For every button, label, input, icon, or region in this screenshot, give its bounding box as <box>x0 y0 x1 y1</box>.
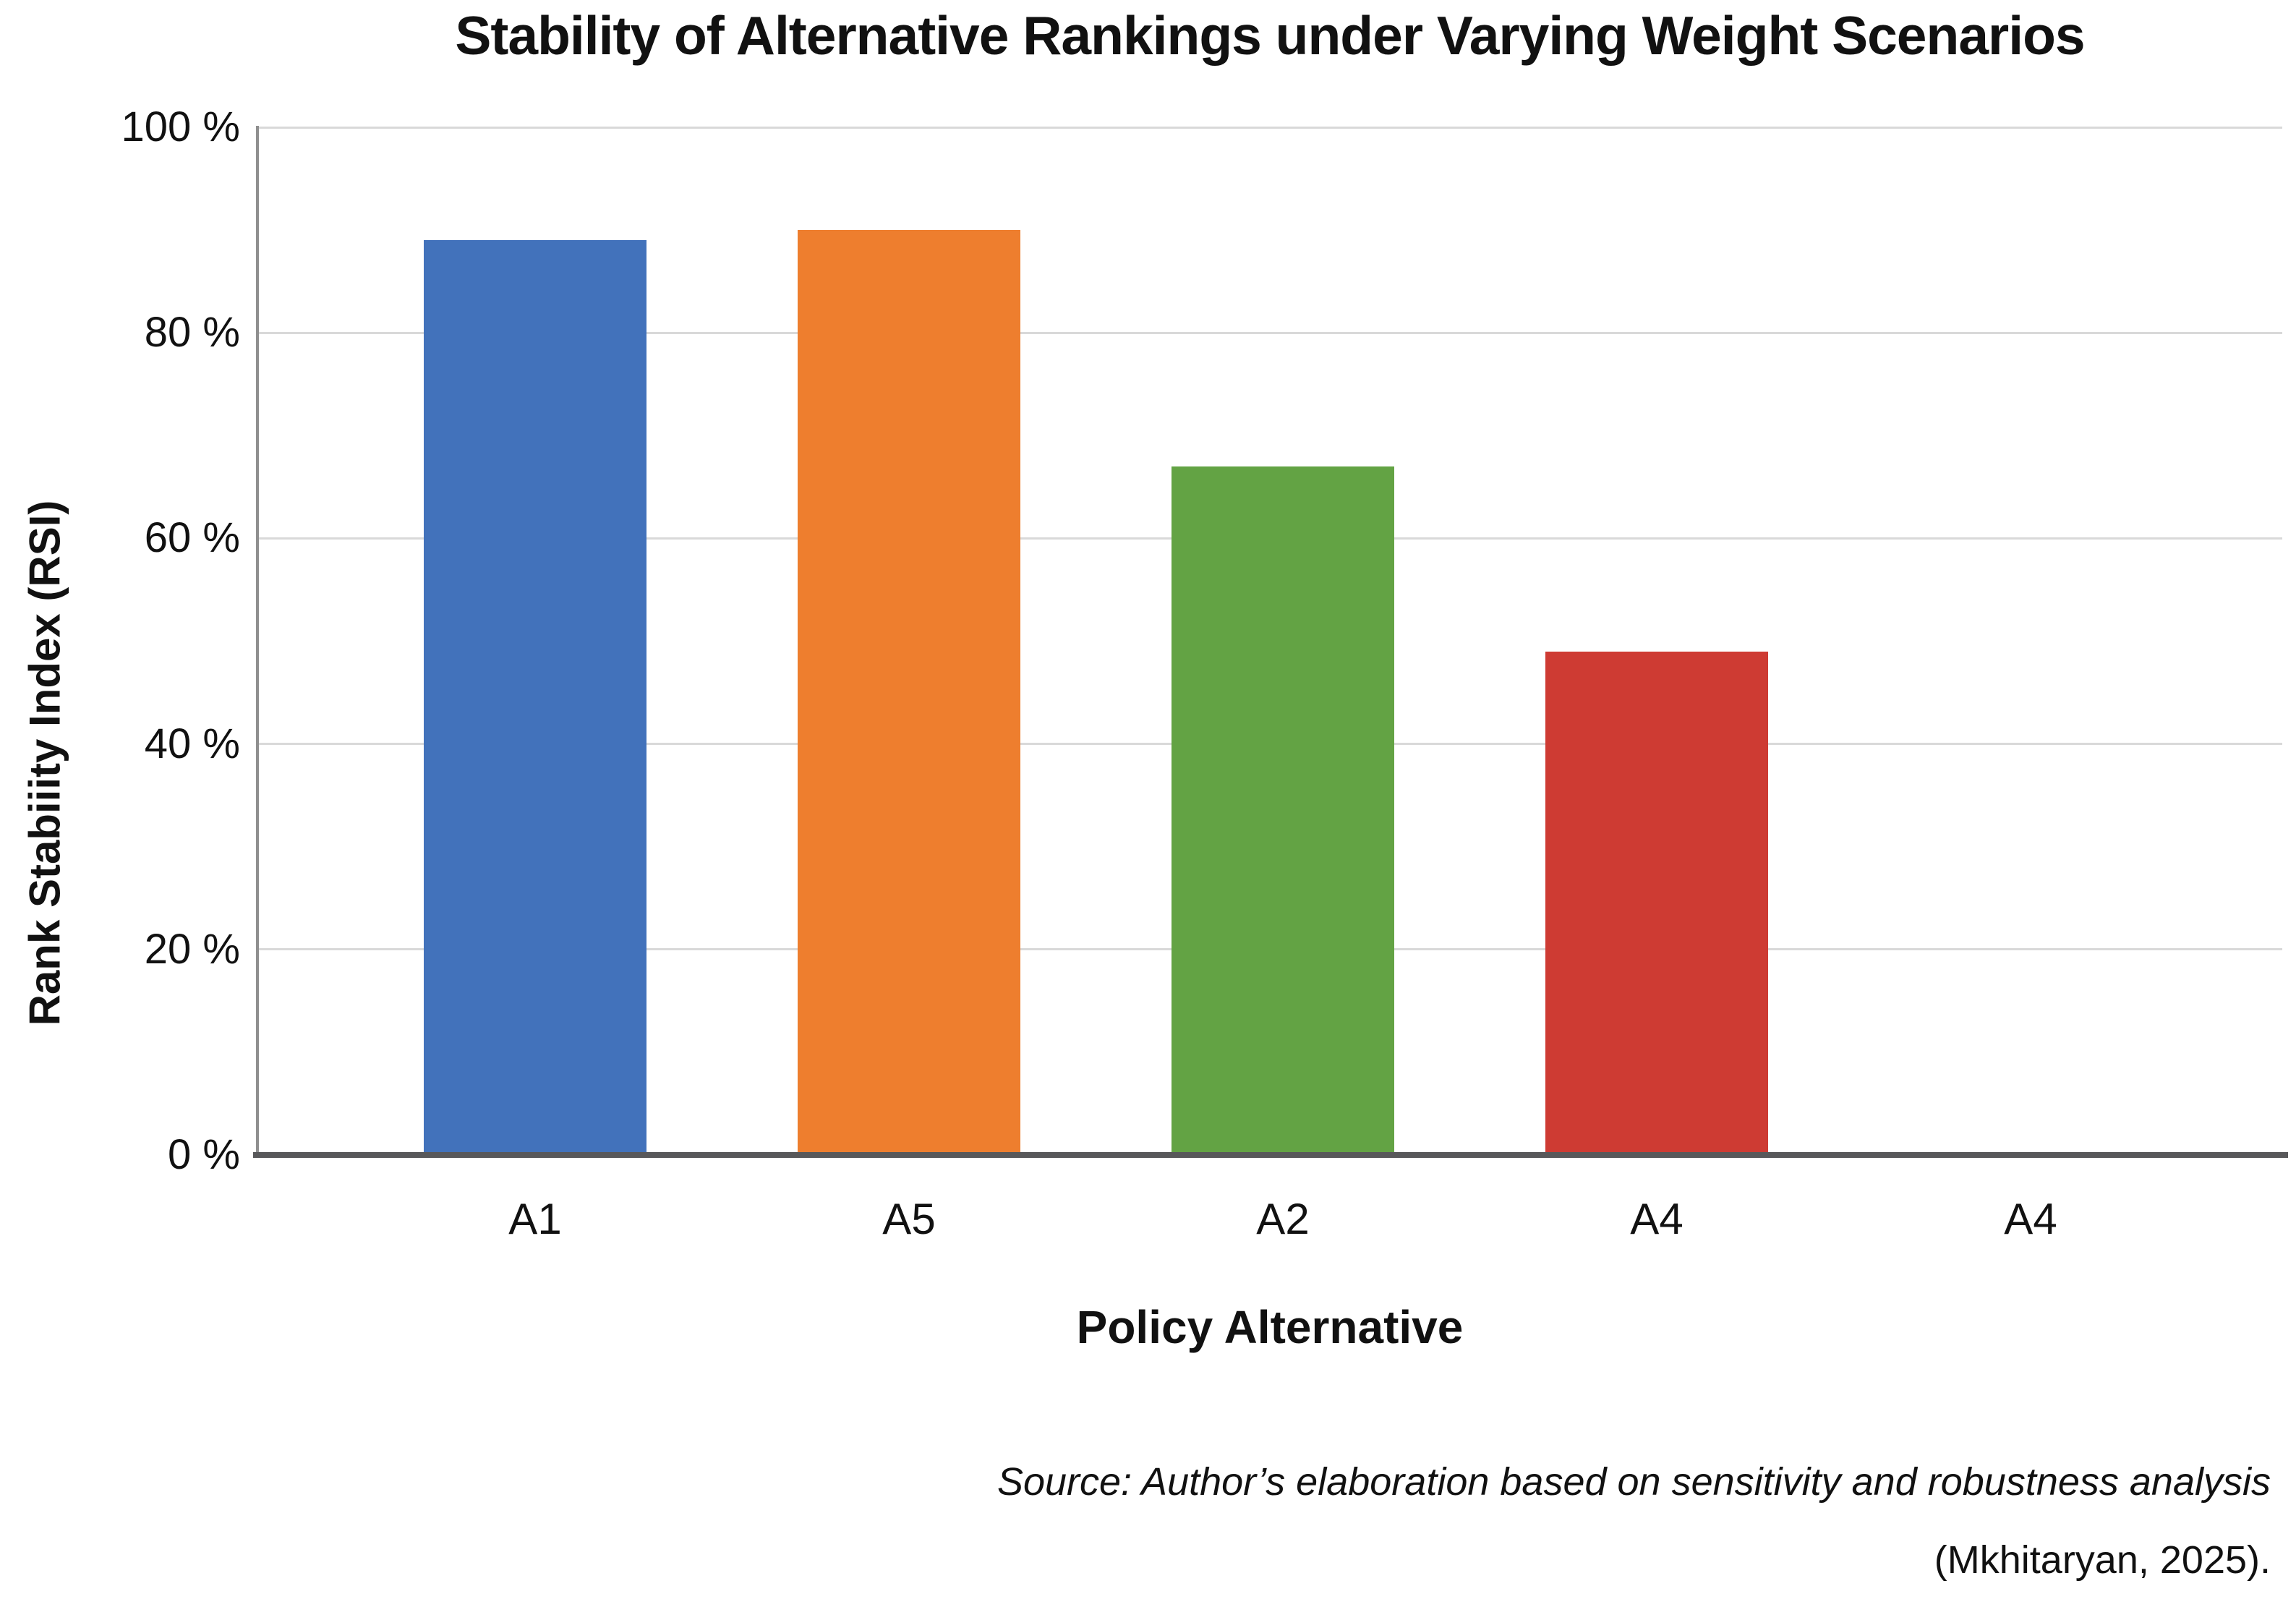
gridline-80 <box>257 331 2282 334</box>
chart-title: Stability of Alternative Rankings under … <box>455 5 2085 66</box>
bar-a4-3 <box>1545 651 1768 1155</box>
y-tick-label-60: 60 % <box>144 514 240 562</box>
y-tick-label-20: 20 % <box>144 925 240 973</box>
x-tick-label-2: A2 <box>1256 1195 1310 1243</box>
source-line-2: (Mkhitaryan, 2025). <box>1934 1538 2271 1582</box>
x-tick-label-0: A1 <box>508 1195 562 1243</box>
x-axis-line <box>253 1152 2288 1158</box>
x-tick-label-3: A4 <box>1630 1195 1683 1243</box>
bar-a2-2 <box>1172 466 1394 1155</box>
y-axis-line <box>256 126 259 1155</box>
y-tick-label-100: 100 % <box>121 103 240 150</box>
y-tick-label-0: 0 % <box>168 1131 240 1178</box>
y-tick-label-40: 40 % <box>144 720 240 767</box>
source-line-1: Source: Author’s elaboration based on se… <box>997 1460 2271 1504</box>
plot-area <box>253 126 2288 1158</box>
gridline-100 <box>257 126 2282 129</box>
x-tick-label-1: A5 <box>882 1195 936 1243</box>
bar-a1-0 <box>424 240 646 1155</box>
source-note: Source: Author’s elaboration based on se… <box>997 1443 2271 1599</box>
x-axis-title: Policy Alternative <box>1076 1301 1464 1353</box>
y-tick-label-80: 80 % <box>144 309 240 357</box>
bar-a5-1 <box>798 230 1020 1155</box>
x-tick-label-4: A4 <box>2004 1195 2057 1243</box>
